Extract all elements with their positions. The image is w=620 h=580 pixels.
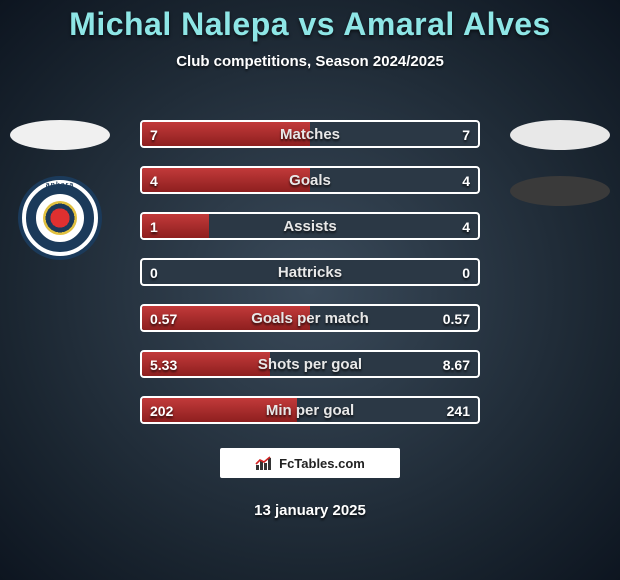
stat-bars: 7Matches7 4Goals4 1Assists4 0Hattricks0 0.57…	[140, 120, 480, 442]
stat-row: 4Goals4	[140, 166, 480, 194]
stat-row: 7Matches7	[140, 120, 480, 148]
stat-left-value: 7	[150, 122, 158, 148]
stat-row: 202Min per goal241	[140, 396, 480, 424]
left-logos-column: ankara	[10, 120, 110, 260]
stat-left-value: 0	[150, 260, 158, 286]
stat-left-value: 1	[150, 214, 158, 240]
stat-row: 0Hattricks0	[140, 258, 480, 286]
footer-date: 13 january 2025	[0, 502, 620, 519]
right-team-logo-2	[510, 176, 610, 206]
branding-text: FcTables.com	[279, 456, 365, 471]
page-title: Michal Nalepa vs Amaral Alves	[0, 0, 620, 43]
right-logos-column	[510, 120, 610, 232]
stat-right-value: 4	[462, 168, 470, 194]
stat-left-value: 0.57	[150, 306, 177, 332]
branding-badge: FcTables.com	[220, 448, 400, 478]
stat-bar-left-fill	[142, 168, 310, 192]
stat-row: 1Assists4	[140, 212, 480, 240]
stat-row: 0.57Goals per match0.57	[140, 304, 480, 332]
stat-right-value: 241	[447, 398, 470, 424]
stat-left-value: 4	[150, 168, 158, 194]
comparison-infographic: Michal Nalepa vs Amaral Alves Club compe…	[0, 0, 620, 580]
club-logo-center	[43, 201, 77, 235]
stat-right-value: 0.57	[443, 306, 470, 332]
stat-left-value: 5.33	[150, 352, 177, 378]
stat-left-value: 202	[150, 398, 173, 424]
stat-label: Hattricks	[142, 260, 478, 284]
stat-row: 5.33Shots per goal8.67	[140, 350, 480, 378]
stat-right-value: 8.67	[443, 352, 470, 378]
stat-right-value: 4	[462, 214, 470, 240]
branding-icon	[255, 455, 273, 471]
stat-right-value: 7	[462, 122, 470, 148]
stat-bar-left-fill	[142, 122, 310, 146]
right-team-logo-1	[510, 120, 610, 150]
left-team-logo-1	[10, 120, 110, 150]
subtitle: Club competitions, Season 2024/2025	[0, 53, 620, 70]
ankara-club-logo: ankara	[18, 176, 102, 260]
stat-right-value: 0	[462, 260, 470, 286]
